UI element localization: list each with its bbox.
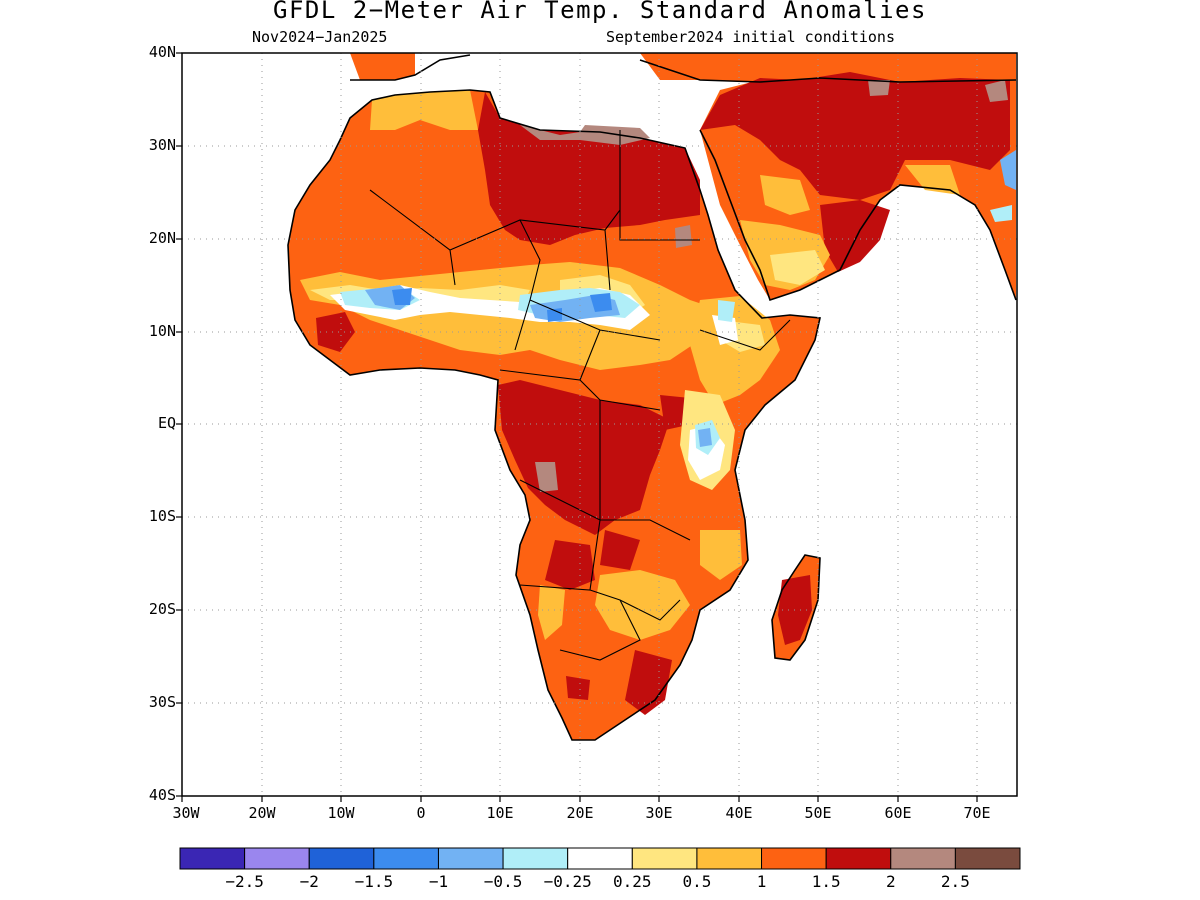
lon-label-10w: 10W <box>327 804 355 822</box>
asia-minor-land <box>640 53 1016 82</box>
period-label: Nov2024−Jan2025 <box>252 28 388 46</box>
lon-label-30e: 30E <box>645 804 673 822</box>
lat-label-40n: 40N <box>148 43 176 61</box>
axis-ticks <box>176 52 978 802</box>
lat-label-20s: 20S <box>148 600 176 618</box>
colorbar-label: 2.5 <box>940 872 970 891</box>
colorbar-swatch <box>954 847 1021 870</box>
colorbar-swatch <box>308 847 375 870</box>
lat-label-20n: 20N <box>148 229 176 247</box>
colorbar-label: −0.25 <box>543 872 592 891</box>
colorbar-swatch <box>761 847 827 870</box>
colorbar-label: −1 <box>428 872 449 891</box>
colorbar <box>179 847 1021 870</box>
lon-label-70e: 70E <box>963 804 991 822</box>
colorbar-label: 0.25 <box>613 872 652 891</box>
lat-label-10s: 10S <box>148 507 176 525</box>
colorbar-swatch <box>631 847 698 870</box>
lon-label-60e: 60E <box>884 804 912 822</box>
lat-label-30s: 30S <box>148 693 176 711</box>
chart-title: GFDL 2−Meter Air Temp. Standard Anomalie… <box>273 0 927 24</box>
lon-label-0: 0 <box>416 804 426 822</box>
lat-label-30n: 30N <box>148 136 176 154</box>
colorbar-swatch <box>825 847 892 870</box>
colorbar-swatch <box>179 847 246 870</box>
colorbar-swatch <box>890 847 956 870</box>
borders <box>369 130 791 661</box>
coastlines <box>287 54 1017 741</box>
lon-label-20e: 20E <box>566 804 594 822</box>
anomaly-field <box>288 53 1016 740</box>
colorbar-label: −2.5 <box>225 872 264 891</box>
colorbar-swatch <box>373 847 439 870</box>
lon-label-50e: 50E <box>804 804 832 822</box>
init-label: September2024 initial conditions <box>606 28 895 46</box>
colorbar-swatch <box>244 847 310 870</box>
high-anomaly-regions <box>316 72 1010 715</box>
very-high-anomaly-regions <box>520 80 1008 492</box>
red-sea-coast <box>699 129 1017 302</box>
colorbar-label: −1.5 <box>354 872 394 891</box>
europe-land <box>350 53 415 80</box>
colorbar-label: −2 <box>299 872 319 891</box>
colorbar-swatch <box>567 847 633 870</box>
lon-label-20w: 20W <box>248 804 276 822</box>
colorbar-swatch <box>696 847 763 870</box>
africa-coast <box>287 89 821 741</box>
colorbar-label: 1.5 <box>811 872 841 891</box>
lat-label-40s: 40S <box>148 786 176 804</box>
strong-cool-regions <box>392 288 612 322</box>
lon-label-10e: 10E <box>486 804 514 822</box>
colorbar-label: 0.5 <box>682 872 712 891</box>
lon-label-30w: 30W <box>172 804 200 822</box>
colorbar-label: 1 <box>756 872 767 891</box>
colorbar-label: −0.5 <box>483 872 523 891</box>
colorbar-label: 2 <box>885 872 896 891</box>
mediterranean-north-coast <box>350 54 1017 83</box>
lat-label-10n: 10N <box>148 322 176 340</box>
lat-label-eq: EQ <box>157 414 176 432</box>
lon-label-40e: 40E <box>725 804 753 822</box>
colorbar-swatch <box>437 847 504 870</box>
colorbar-swatch <box>502 847 569 870</box>
madagascar-coast <box>771 554 821 661</box>
